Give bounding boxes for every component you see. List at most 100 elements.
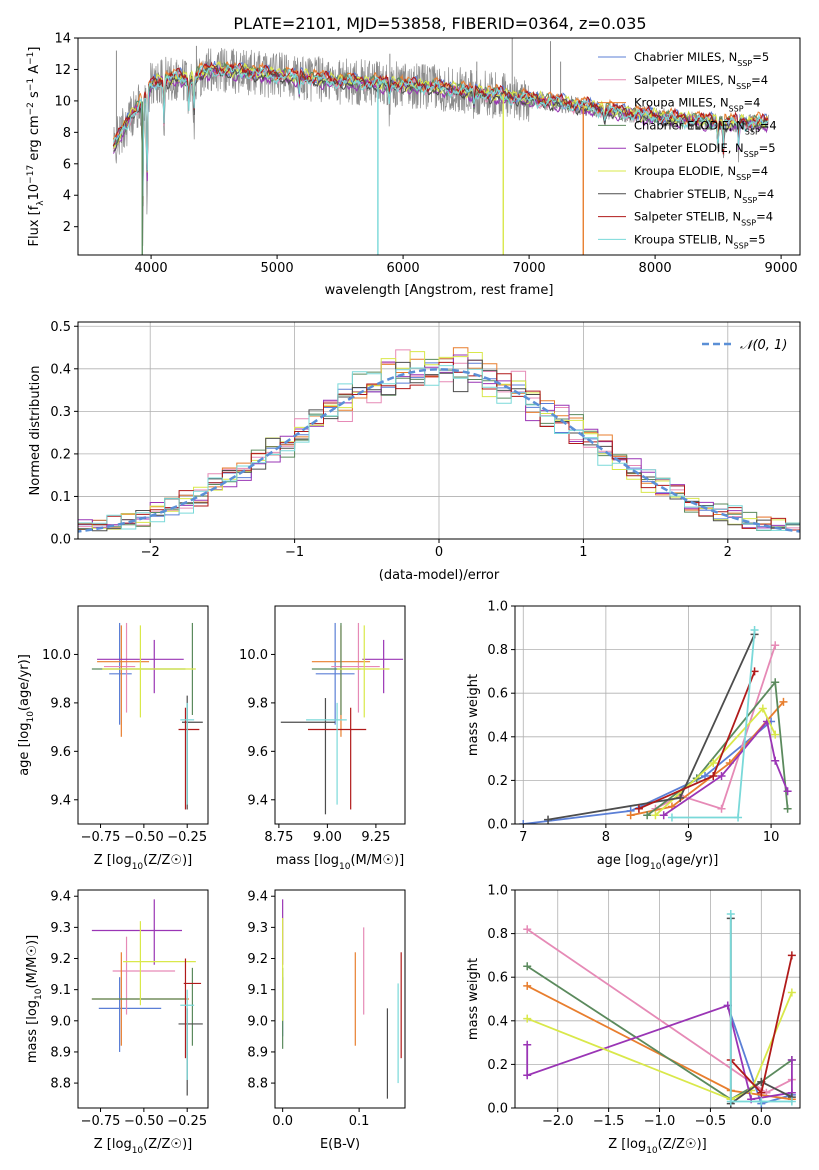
x-axis-label: mass [log10(M/M☉)]: [276, 853, 404, 872]
weight-marker-5: [651, 811, 660, 820]
legend: Chabrier MILES, NSSP=5 Salpeter MILES, NS…: [598, 50, 777, 250]
plot-area: [280, 622, 404, 815]
y-tick-label: 9.6: [247, 745, 268, 760]
axes-mass-vs-ebv: 0.0 0.1 8.8 8.9 9.0 9.1 9.2 9.3 9.4 E(B-V): [247, 889, 406, 1152]
axes-box: [77, 37, 801, 256]
axes-age-vs-Z: −0.75 −0.50 −0.25 9.4 9.6 9.8 10.0 Z [log10(Z/Z…: [17, 605, 209, 872]
y-axis-label: Flux [fλ10−17 erg cm−2 s−1 A−1]: [26, 47, 46, 247]
x-tick-label: 9000: [765, 261, 798, 276]
weight-marker-5: [709, 758, 718, 767]
weight-marker-3: [771, 678, 780, 687]
figure-title: PLATE=2101, MJD=53858, FIBERID=0364, z=0…: [233, 14, 646, 33]
model-spectrum-2: [112, 61, 769, 195]
weight-marker-6: [544, 815, 553, 824]
x-tick-label: −0.75: [81, 1114, 121, 1129]
y-tick-label: 8.9: [50, 1045, 71, 1060]
weight-marker-1: [523, 925, 532, 934]
x-tick-label: −1: [285, 545, 304, 560]
y-tick-label: 0.6: [487, 687, 508, 702]
y-tick-label: 6: [63, 157, 71, 172]
y-tick-label: 9.2: [247, 952, 268, 967]
axes-weight-vs-Z: −2.0 −1.5 −1.0 −0.5 0.0 0.0 0.2 0.4 0.6 0.8 1.0 Z […: [466, 884, 801, 1156]
y-axis-label: mass weight: [466, 958, 481, 1040]
y-tick-label: 4: [63, 189, 71, 204]
weight-line-4: [663, 719, 789, 817]
y-tick-label: 0.4: [50, 362, 71, 377]
weight-marker-4: [717, 772, 726, 781]
plot-area: [91, 622, 203, 810]
x-axis-label: Z [log10(Z/Z☉)]: [608, 1137, 706, 1156]
y-tick-label: 0.2: [487, 1058, 508, 1073]
legend-entry-6: Chabrier STELIB, NSSP=4: [634, 187, 774, 205]
axes-frame: 4000 5000 6000 7000 8000 9000 2 4 6 8 10 12 14 wavele…: [26, 32, 801, 298]
y-tick-label: 10.0: [239, 648, 268, 663]
y-tick-label: 0.1: [50, 490, 71, 505]
y-tick-label: 9.6: [50, 745, 71, 760]
y-tick-label: 9.4: [50, 793, 71, 808]
axes-box: [514, 605, 801, 825]
y-tick-label: 0.4: [487, 730, 508, 745]
axes-frame: −2 −1 0 1 2 0.0 0.1 0.2 0.3 0.4 0.5 𝒩(0, 1) (data-mo…: [28, 320, 801, 583]
x-tick-label: −1.5: [593, 1114, 625, 1129]
weight-marker-2: [523, 981, 532, 990]
y-tick-label: 0.4: [487, 1014, 508, 1029]
weight-marker-4: [771, 756, 780, 765]
y-tick-label: 9.1: [247, 983, 268, 998]
legend-entry-3: Chabrier ELODIE, NSSP=4: [634, 118, 777, 136]
x-tick-label: 7: [519, 830, 527, 845]
axes-frame: 0.0 0.1 8.8 8.9 9.0 9.1 9.2 9.3 9.4 E(B-V): [247, 889, 406, 1152]
x-tick-label: 0: [435, 545, 443, 560]
y-tick-label: 9.2: [50, 952, 71, 967]
y-tick-label: 9.3: [50, 921, 71, 936]
axes-box: [274, 605, 406, 825]
weight-line-3: [646, 680, 789, 817]
y-tick-label: 8.9: [247, 1045, 268, 1060]
axes-box: [274, 889, 406, 1109]
x-tick-label: 1: [579, 545, 587, 560]
x-tick-label: −2: [141, 545, 160, 560]
axes-box: [77, 605, 209, 825]
weight-marker-1: [717, 804, 726, 813]
axes-residuals: −2 −1 0 1 2 0.0 0.1 0.2 0.3 0.4 0.5 𝒩(0, 1) (data-mo…: [28, 320, 801, 583]
x-tick-label: −0.50: [124, 1114, 164, 1129]
x-tick-label: 10: [763, 830, 780, 845]
y-tick-label: 9.1: [50, 983, 71, 998]
x-tick-label: 8: [602, 830, 610, 845]
y-tick-label: 0.8: [487, 927, 508, 942]
axes-frame: 8.75 9.00 9.25 9.4 9.6 9.8 10.0 mass [log10(M/M…: [239, 605, 406, 872]
x-tick-label: 0.0: [751, 1114, 772, 1129]
weight-marker-8: [787, 1097, 796, 1106]
weight-marker-3: [783, 804, 792, 813]
y-tick-label: 8.8: [247, 1077, 268, 1092]
x-axis-label: Z [log10(Z/Z☉)]: [94, 853, 192, 872]
legend-entry-8: Kroupa STELIB, NSSP=5: [634, 232, 765, 250]
weight-line-6: [547, 633, 756, 821]
weight-marker-0: [519, 820, 528, 824]
weight-marker-7: [757, 1088, 766, 1097]
y-axis-label: age [log10(age/yr)]: [17, 654, 36, 776]
y-tick-label: 1.0: [487, 600, 508, 615]
x-axis-label: wavelength [Angstrom, rest frame]: [325, 283, 554, 298]
legend-entry-2: Kroupa MILES, NSSP=4: [634, 96, 760, 114]
axes-spectrum: 4000 5000 6000 7000 8000 9000 2 4 6 8 10 12 14 wavele…: [26, 32, 801, 298]
histogram-8: [78, 365, 800, 531]
axes-frame: −0.75 −0.50 −0.25 9.4 9.6 9.8 10.0 Z [log10(Z/Z…: [17, 605, 209, 872]
weight-marker-5: [758, 704, 767, 713]
weight-marker-8: [667, 813, 676, 822]
x-tick-label: −0.5: [695, 1114, 727, 1129]
weight-marker-3: [523, 962, 532, 971]
legend-entry-7: Salpeter STELIB, NSSP=4: [634, 210, 773, 228]
x-tick-label: −1.0: [644, 1114, 676, 1129]
axes-box: [514, 889, 801, 1109]
weight-marker-4: [783, 787, 792, 796]
axes-frame: 7 8 9 10 0.0 0.2 0.4 0.6 0.8 1.0 age [log10(age/yr…: [466, 600, 801, 872]
gridlines: [78, 322, 800, 540]
weight-marker-4: [787, 1056, 796, 1065]
weight-marker-4: [523, 1040, 532, 1049]
weight-marker-8: [757, 1097, 766, 1106]
x-tick-label: 0.1: [349, 1114, 370, 1129]
x-tick-label: 8000: [639, 261, 672, 276]
weight-marker-2: [626, 811, 635, 820]
weight-marker-8: [726, 1097, 735, 1106]
